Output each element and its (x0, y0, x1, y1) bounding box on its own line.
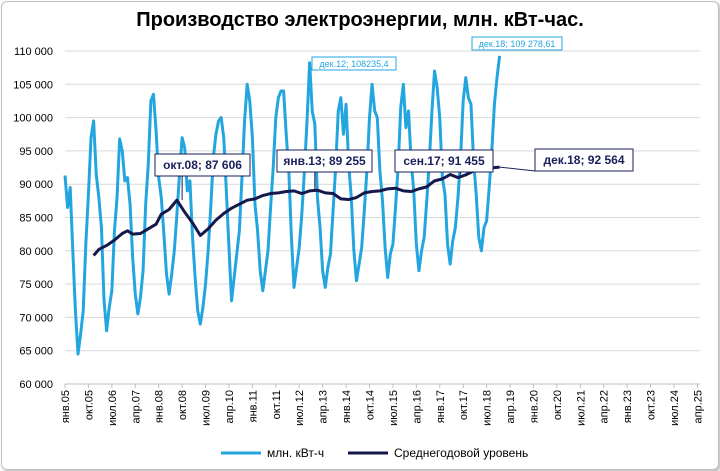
annotation-label: сен.17; 91 455 (403, 154, 485, 168)
y-tick-label: 110 000 (14, 46, 53, 58)
annotation-callout: янв.13; 89 255 (276, 149, 373, 190)
x-tick-label: апр.07 (130, 390, 142, 423)
annotation-label: дек.12; 108235,4 (319, 59, 388, 69)
y-tick-label: 85 000 (19, 213, 53, 225)
annotations: окт.08; 87 606 янв.13; 89 255 сен.17; 91 4… (154, 36, 634, 201)
annotation-callout: дек.18; 109 278,61 (471, 36, 563, 51)
x-tick-label: июл.21 (575, 390, 587, 426)
x-tick-label: июл.24 (669, 390, 681, 426)
x-tick-label: окт.17 (458, 390, 470, 420)
annotation-callout: дек.12; 108235,4 (311, 56, 397, 71)
y-tick-label: 60 000 (19, 379, 53, 391)
x-tick-label: янв.05 (60, 390, 72, 423)
x-tick-label: окт.23 (646, 390, 658, 420)
annotation-label: дек.18; 92 564 (543, 153, 624, 167)
x-tick-label: июл.09 (201, 390, 213, 426)
annotation-callout: окт.08; 87 606 (154, 153, 251, 201)
annotation-label: окт.08; 87 606 (163, 158, 242, 172)
y-tick-label: 105 000 (13, 79, 53, 91)
y-tick-label: 75 000 (19, 279, 53, 291)
x-tick-label: янв.08 (154, 390, 166, 423)
x-tick-label: янв.17 (435, 390, 447, 423)
annotation-box (276, 149, 373, 173)
x-tick-label: апр.25 (692, 390, 704, 423)
annotation-box (154, 153, 251, 177)
annotation-box (394, 149, 494, 173)
x-tick-label: июл.06 (107, 390, 119, 426)
series-line-average (92, 165, 500, 257)
annotation-label: янв.13; 89 255 (283, 154, 366, 168)
x-tick-label: апр.13 (318, 390, 330, 423)
x-tick-label: янв.11 (247, 390, 259, 422)
chart-title: Производство электроэнергии, млн. кВт-ча… (136, 9, 584, 31)
annotation-leader (499, 166, 536, 172)
annotation-box (311, 56, 397, 71)
x-tick-label: янв.20 (528, 390, 540, 423)
x-tick-label: апр.19 (505, 390, 517, 423)
annotation-label: дек.18; 109 278,61 (479, 39, 556, 49)
x-tick-label: июл.18 (482, 390, 494, 426)
x-tick-label: окт.05 (83, 390, 95, 420)
annotation-callout: сен.17; 91 455 (394, 149, 494, 175)
x-tick-label: июл.15 (388, 390, 400, 426)
legend-label: млн. кВт-ч (267, 446, 324, 460)
series-lines (63, 55, 502, 356)
x-tick-label: окт.08 (177, 390, 189, 420)
x-tick-label: окт.14 (364, 390, 376, 420)
x-tick-label: июл.12 (294, 390, 306, 426)
y-tick-label: 65 000 (19, 346, 53, 358)
x-tick-label: окт.20 (552, 390, 564, 420)
y-tick-label: 90 000 (19, 179, 53, 191)
series-line-monthly (63, 55, 502, 356)
y-tick-label: 95 000 (19, 146, 53, 158)
y-axis-ticks: 60 000 65 000 70 000 75 000 80 000 85 000 90 0… (13, 46, 53, 391)
annotation-callout: дек.18; 92 564 (499, 148, 634, 172)
y-tick-label: 80 000 (19, 246, 53, 258)
x-tick-label: окт.11 (271, 390, 283, 419)
legend: млн. кВт-ч Среднегодовой уровень (221, 446, 528, 460)
annotation-box (534, 148, 634, 172)
x-tick-label: апр.16 (411, 390, 423, 423)
y-tick-label: 70 000 (19, 312, 53, 324)
legend-label: Среднегодовой уровень (394, 446, 528, 460)
y-tick-label: 100 000 (13, 113, 53, 125)
x-tick-label: апр.10 (224, 390, 236, 423)
x-axis-ticks: янв.05 окт.05 июл.06 апр.07 янв.08 окт.08 июл.… (60, 384, 704, 426)
x-tick-label: янв.14 (341, 390, 353, 423)
annotation-box (471, 36, 563, 51)
x-tick-label: янв.23 (622, 390, 634, 423)
x-tick-label: апр.22 (599, 390, 611, 423)
